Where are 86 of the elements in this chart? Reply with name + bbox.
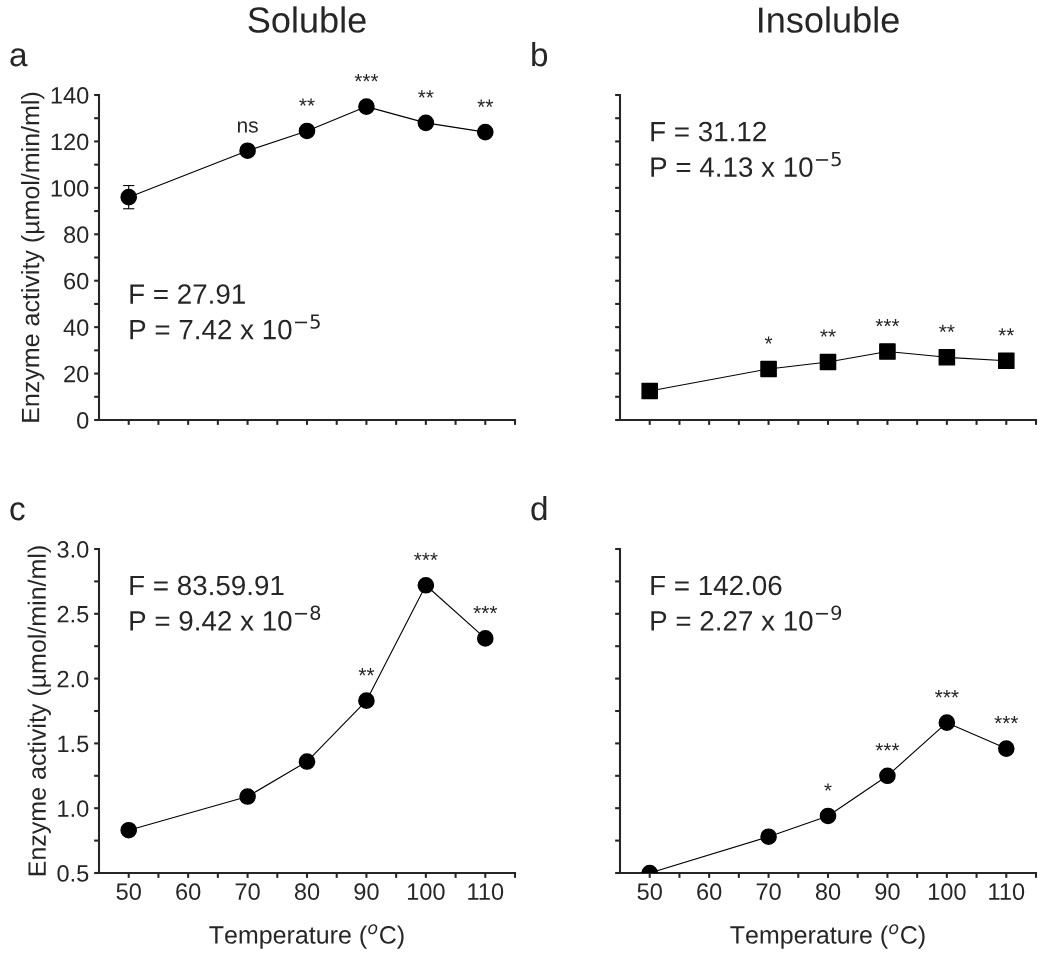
y-tick-label: 20 — [64, 365, 89, 383]
x-tick-label: 110 — [468, 883, 504, 901]
annotation: *** — [414, 552, 438, 561]
annotation: ** — [998, 328, 1015, 336]
point — [938, 714, 956, 731]
annotation: P = 7.42 x 10$^{−5}$ — [130, 314, 320, 340]
x-tick-label: 90 — [875, 883, 900, 901]
x-tick-label: 110 — [989, 883, 1025, 901]
x-axis-title: Temperature ($^{o}$C) — [730, 924, 925, 949]
point — [417, 114, 435, 132]
y-tick-label: 3.0 — [57, 541, 89, 558]
annotation: ** — [418, 90, 434, 98]
y-tick-label: 1.0 — [58, 800, 89, 817]
point — [239, 788, 256, 805]
point — [641, 382, 659, 400]
chart-subtitle: Insoluble — [759, 6, 899, 33]
chart-title: b — [532, 41, 548, 67]
point — [120, 821, 138, 839]
annotation: *** — [354, 74, 379, 82]
annotation: * — [824, 783, 832, 791]
y-axis-title: Enzyme activity (µmol/min/ml) — [21, 92, 45, 422]
annotation: F = 27.91 — [130, 284, 245, 304]
point — [417, 576, 435, 594]
point — [476, 630, 494, 647]
annotation: ** — [299, 98, 315, 106]
annotation: ** — [477, 99, 494, 107]
point — [879, 767, 896, 785]
y-axis-title: Enzyme activity (µmol/min/ml) — [27, 546, 51, 876]
point — [760, 828, 777, 846]
point — [239, 142, 256, 160]
x-tick-label: 100 — [928, 883, 966, 901]
y-tick-label: 40 — [63, 319, 89, 336]
point — [819, 353, 837, 371]
x-tick-label: 70 — [235, 883, 260, 901]
chart-subtitle: Soluble — [248, 6, 366, 33]
y-tick-label: 0 — [77, 412, 89, 429]
y-tick-label: 60 — [64, 272, 89, 290]
point — [358, 692, 375, 709]
annotation: *** — [875, 743, 900, 751]
point — [358, 98, 375, 115]
annotation: *** — [473, 605, 498, 614]
annotation: F = 31.12 — [651, 121, 766, 142]
y-tick-label: 140 — [51, 87, 89, 104]
x-tick-label: 100 — [407, 883, 445, 901]
x-tick-label: 80 — [815, 883, 841, 901]
annotation: ** — [358, 668, 375, 676]
annotation: *** — [935, 690, 959, 698]
y-tick-label: 0.5 — [57, 865, 89, 882]
y-tick-label: 120 — [51, 133, 89, 151]
y-tick-label: 2.0 — [57, 670, 89, 688]
point — [476, 123, 494, 141]
chart-title: c — [10, 502, 25, 521]
annotation: *** — [994, 716, 1019, 724]
x-tick-label: 90 — [354, 883, 379, 901]
y-tick-label: 2.5 — [57, 605, 89, 623]
point — [819, 807, 837, 825]
x-tick-label: 80 — [294, 883, 320, 901]
point — [997, 352, 1015, 370]
point — [938, 349, 956, 366]
annotation: ** — [939, 324, 955, 333]
x-tick-label: 60 — [176, 883, 201, 901]
annotation: F = 83.59.91 — [130, 575, 284, 596]
annotation: * — [764, 336, 773, 344]
point — [298, 753, 316, 770]
y-tick-label: 1.5 — [58, 735, 89, 753]
annotation: P = 4.13 x 10$^{−5}$ — [651, 151, 841, 177]
chart-title: a — [10, 48, 28, 67]
annotation: P = 2.27 x 10$^{−9}$ — [651, 605, 842, 631]
point — [997, 740, 1015, 757]
annotation: ** — [820, 329, 836, 337]
point — [760, 360, 777, 378]
x-axis-title: Temperature ($^{o}$C) — [209, 924, 404, 949]
point — [298, 122, 316, 140]
chart-title: d — [531, 495, 547, 521]
x-tick-label: 60 — [697, 883, 722, 901]
x-tick-label: 70 — [756, 883, 781, 901]
y-tick-label: 80 — [64, 226, 89, 244]
annotation: ns — [237, 121, 258, 133]
y-tick-label: 100 — [51, 179, 89, 197]
annotation: P = 9.42 x 10$^{−8}$ — [130, 605, 321, 631]
x-tick-label: 50 — [637, 883, 662, 901]
x-tick-label: 50 — [116, 883, 141, 901]
point — [120, 188, 138, 206]
annotation: *** — [875, 318, 900, 327]
annotation: F = 142.06 — [651, 575, 782, 596]
point — [879, 343, 896, 360]
